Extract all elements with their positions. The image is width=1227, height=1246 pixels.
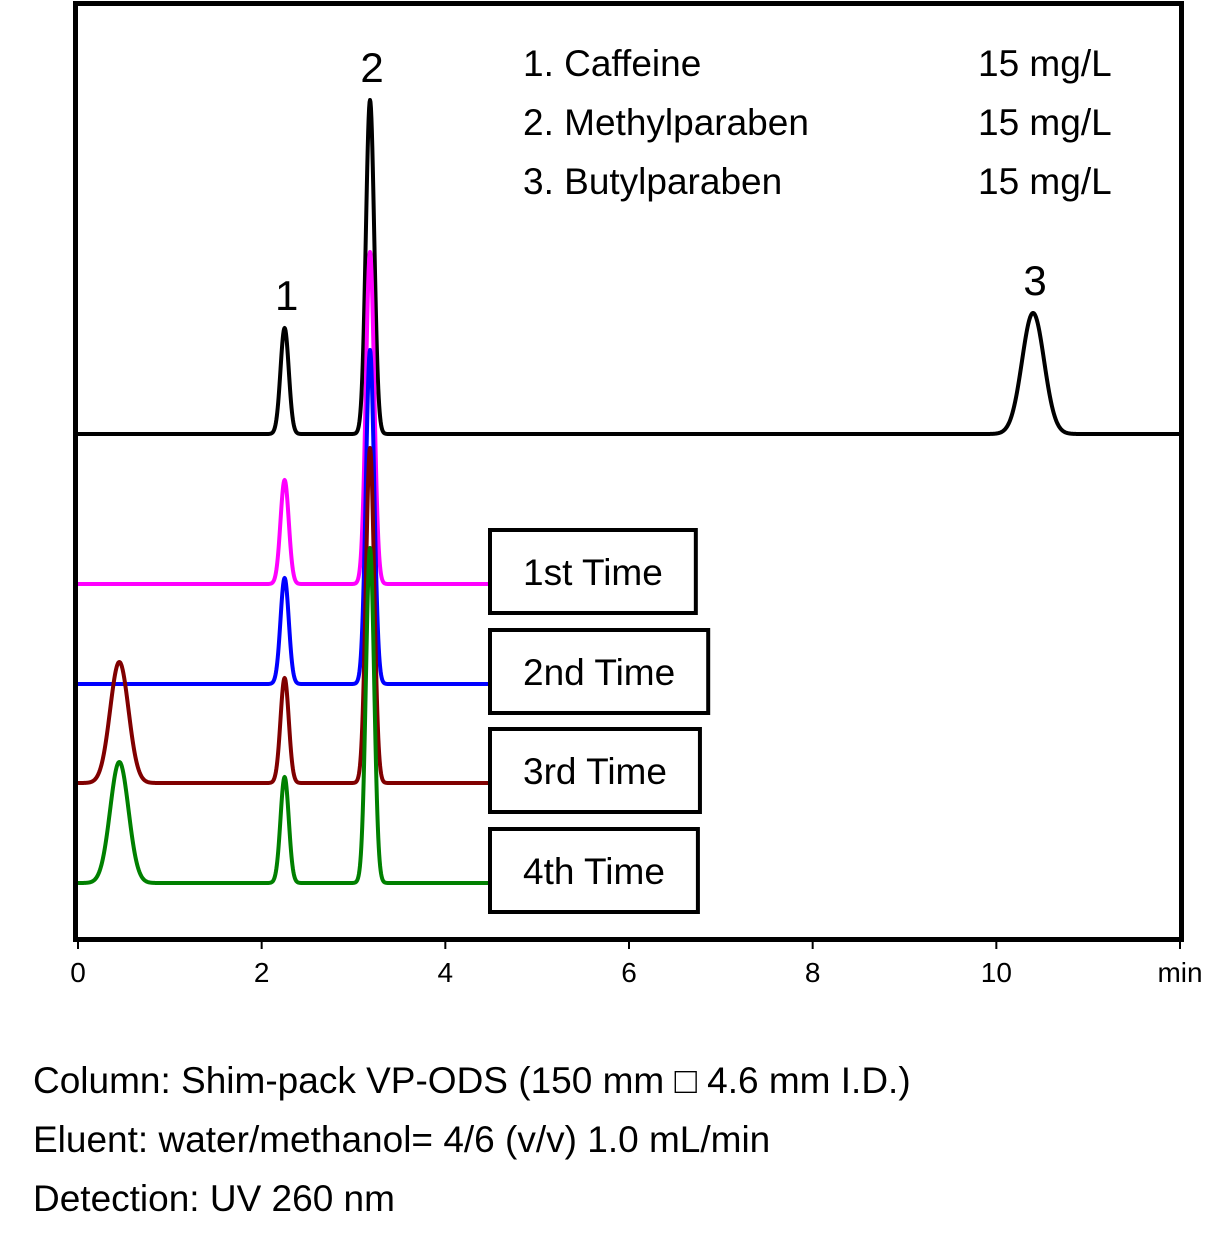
compound-concentration: 15 mg/L [978, 161, 1112, 202]
x-tick-label: 6 [621, 957, 637, 988]
trace [76, 250, 493, 586]
condition-text: Detection: UV 260 nm [33, 1178, 395, 1219]
trace [76, 446, 493, 785]
legend-box [488, 727, 702, 814]
x-tick-label: 8 [805, 957, 821, 988]
trace [76, 546, 493, 885]
compound-concentration: 15 mg/L [978, 102, 1112, 143]
legend-label: 3rd Time [523, 751, 667, 792]
legend-box [488, 528, 698, 615]
legend-box [488, 827, 700, 914]
x-tick-label: 10 [981, 957, 1012, 988]
compound-label: 3. Butylparaben [523, 161, 782, 202]
x-tick-label: 2 [254, 957, 270, 988]
trace [76, 348, 493, 686]
legend-label: 2nd Time [523, 652, 675, 693]
compound-label: 2. Methylparaben [523, 102, 809, 143]
legend-label: 4th Time [523, 851, 665, 892]
legend-box [488, 628, 711, 715]
x-tick-label: 4 [438, 957, 454, 988]
plot-frame [73, 1, 1184, 942]
compound-concentration: 15 mg/L [978, 43, 1112, 84]
compound-label: 1. Caffeine [523, 43, 701, 84]
trace [76, 98, 1182, 436]
peak-label: 3 [1023, 257, 1046, 304]
condition-text: Column: Shim-pack VP-ODS (150 mm □ 4.6 m… [33, 1060, 911, 1101]
x-tick-label: min [1157, 957, 1202, 988]
peak-label: 2 [360, 44, 383, 91]
legend-label: 1st Time [523, 552, 663, 593]
x-tick-label: 0 [70, 957, 86, 988]
peak-label: 1 [275, 272, 298, 319]
condition-text: Eluent: water/methanol= 4/6 (v/v) 1.0 mL… [33, 1119, 770, 1160]
